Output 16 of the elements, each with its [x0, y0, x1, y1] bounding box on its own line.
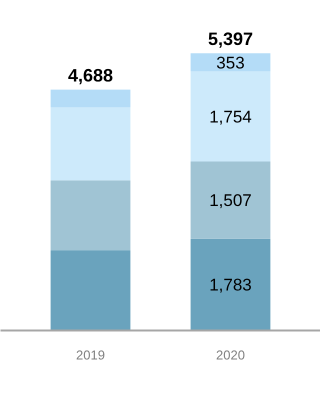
data-label: 1,507: [209, 191, 252, 210]
total-label: 5,397: [208, 29, 254, 50]
data-label: 1,783: [209, 276, 252, 295]
data-label: 1,754: [209, 107, 252, 126]
x-tick-label: 2019: [76, 348, 105, 362]
bar: [50, 250, 130, 330]
bar: [190, 71, 270, 162]
bar: [190, 238, 270, 330]
x-tick-label: 2020: [216, 348, 245, 362]
bar: [190, 53, 270, 72]
bar: [50, 180, 130, 250]
data-label: 353: [216, 53, 245, 72]
bar: [50, 107, 130, 180]
bar: [190, 161, 270, 239]
bar: [50, 90, 130, 108]
total-label: 4,688: [68, 66, 114, 86]
